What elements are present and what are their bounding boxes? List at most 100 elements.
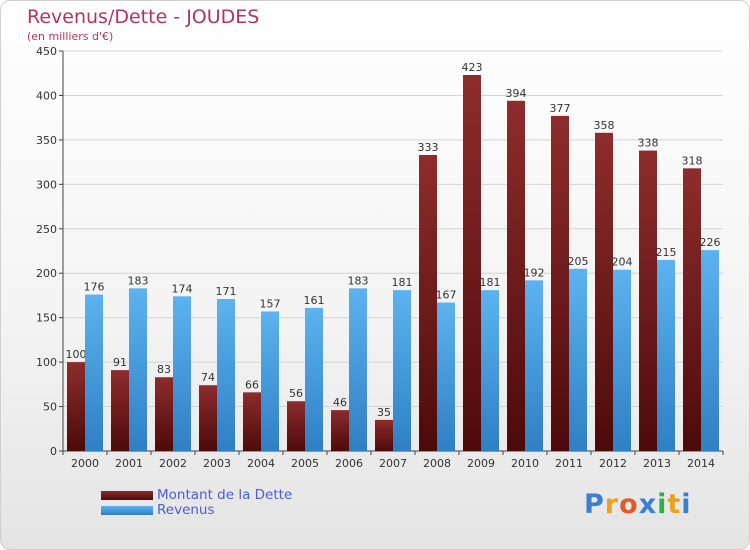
logo-letter: P [584,489,605,520]
legend-item-dette: Montant de la Dette [101,487,293,503]
bar-revenus [613,269,631,451]
data-label-dette: 100 [66,348,87,361]
bar-dette [287,401,305,451]
x-tick-label: 2009 [467,457,495,470]
data-label-revenus: 204 [612,256,633,269]
y-tick-label: 50 [43,401,57,414]
data-label-revenus: 171 [216,285,237,298]
data-label-dette: 377 [550,102,571,115]
legend-swatch-revenus [101,505,153,515]
data-label-revenus: 192 [524,266,545,279]
bar-revenus [393,290,411,451]
logo-letter: i [657,489,668,520]
logo-letter: t [667,489,682,520]
bar-dette [507,100,525,452]
y-tick-label: 400 [36,89,57,102]
logo-letter: x [638,489,658,520]
x-tick-label: 2001 [115,457,143,470]
data-label-revenus: 205 [568,255,589,268]
bar-revenus [305,307,323,451]
data-label-revenus: 174 [172,282,193,295]
x-tick-label: 2010 [511,457,539,470]
bar-dette [199,385,217,451]
data-label-dette: 66 [245,378,259,391]
logo-letter: i [681,489,692,520]
y-tick-label: 250 [36,223,57,236]
y-tick-label: 0 [50,445,57,458]
bar-revenus [481,290,499,451]
bar-revenus [173,296,191,451]
bar-dette [595,132,613,451]
data-label-revenus: 183 [128,274,149,287]
bar-dette [155,377,173,451]
data-label-revenus: 176 [84,281,105,294]
data-label-dette: 394 [506,87,527,100]
bar-dette [683,168,701,452]
data-label-revenus: 215 [656,246,677,259]
data-label-dette: 423 [462,61,483,74]
x-tick-label: 2004 [247,457,275,470]
data-label-dette: 46 [333,396,347,409]
data-label-revenus: 181 [480,276,501,289]
bar-dette [551,115,569,451]
chart-title: Revenus/Dette - JOUDES [27,6,260,28]
data-label-revenus: 157 [260,297,281,310]
x-tick-label: 2008 [423,457,451,470]
data-label-dette: 83 [157,363,171,376]
data-label-revenus: 161 [304,294,325,307]
data-label-dette: 74 [201,371,215,384]
logo-letter: o [619,489,639,520]
y-tick-label: 450 [36,45,57,58]
bar-revenus [217,299,235,451]
proxiti-logo: Proxiti [584,489,692,520]
legend-swatch-dette [101,490,153,500]
bar-revenus [437,302,455,451]
bar-dette [67,362,85,451]
bar-revenus [129,288,147,451]
x-tick-label: 2011 [555,457,583,470]
bar-dette [463,75,481,451]
bar-revenus [701,250,719,451]
x-tick-label: 2000 [71,457,99,470]
bar-revenus [349,288,367,451]
bar-revenus [261,311,279,451]
bar-revenus [85,294,103,451]
x-tick-label: 2013 [643,457,671,470]
legend-label-dette: Montant de la Dette [157,487,293,503]
x-tick-label: 2014 [687,457,715,470]
bar-dette [375,419,393,451]
chart-subtitle: (en milliers d'€) [27,30,114,43]
data-label-dette: 318 [682,154,703,167]
y-tick-label: 350 [36,134,57,147]
bar-revenus [569,268,587,451]
logo-letter: r [604,489,620,520]
data-label-revenus: 167 [436,289,457,302]
bar-dette [243,392,261,451]
bar-dette [331,410,349,451]
data-label-dette: 91 [113,356,127,369]
bar-revenus [657,259,675,451]
x-tick-label: 2007 [379,457,407,470]
bar-dette [639,150,657,452]
bar-dette [419,155,437,451]
data-label-dette: 338 [638,137,659,150]
x-tick-label: 2005 [291,457,319,470]
legend-label-revenus: Revenus [157,502,215,518]
y-tick-label: 150 [36,312,57,325]
data-label-dette: 56 [289,387,303,400]
legend-item-revenus: Revenus [101,502,215,518]
data-label-revenus: 183 [348,274,369,287]
data-label-dette: 35 [377,406,391,419]
data-label-revenus: 226 [700,236,721,249]
x-tick-label: 2002 [159,457,187,470]
x-tick-label: 2003 [203,457,231,470]
data-label-dette: 358 [594,119,615,132]
x-tick-label: 2012 [599,457,627,470]
y-tick-label: 200 [36,267,57,280]
y-tick-label: 100 [36,356,57,369]
y-tick-label: 300 [36,178,57,191]
data-label-dette: 333 [418,141,439,154]
data-label-revenus: 181 [392,276,413,289]
